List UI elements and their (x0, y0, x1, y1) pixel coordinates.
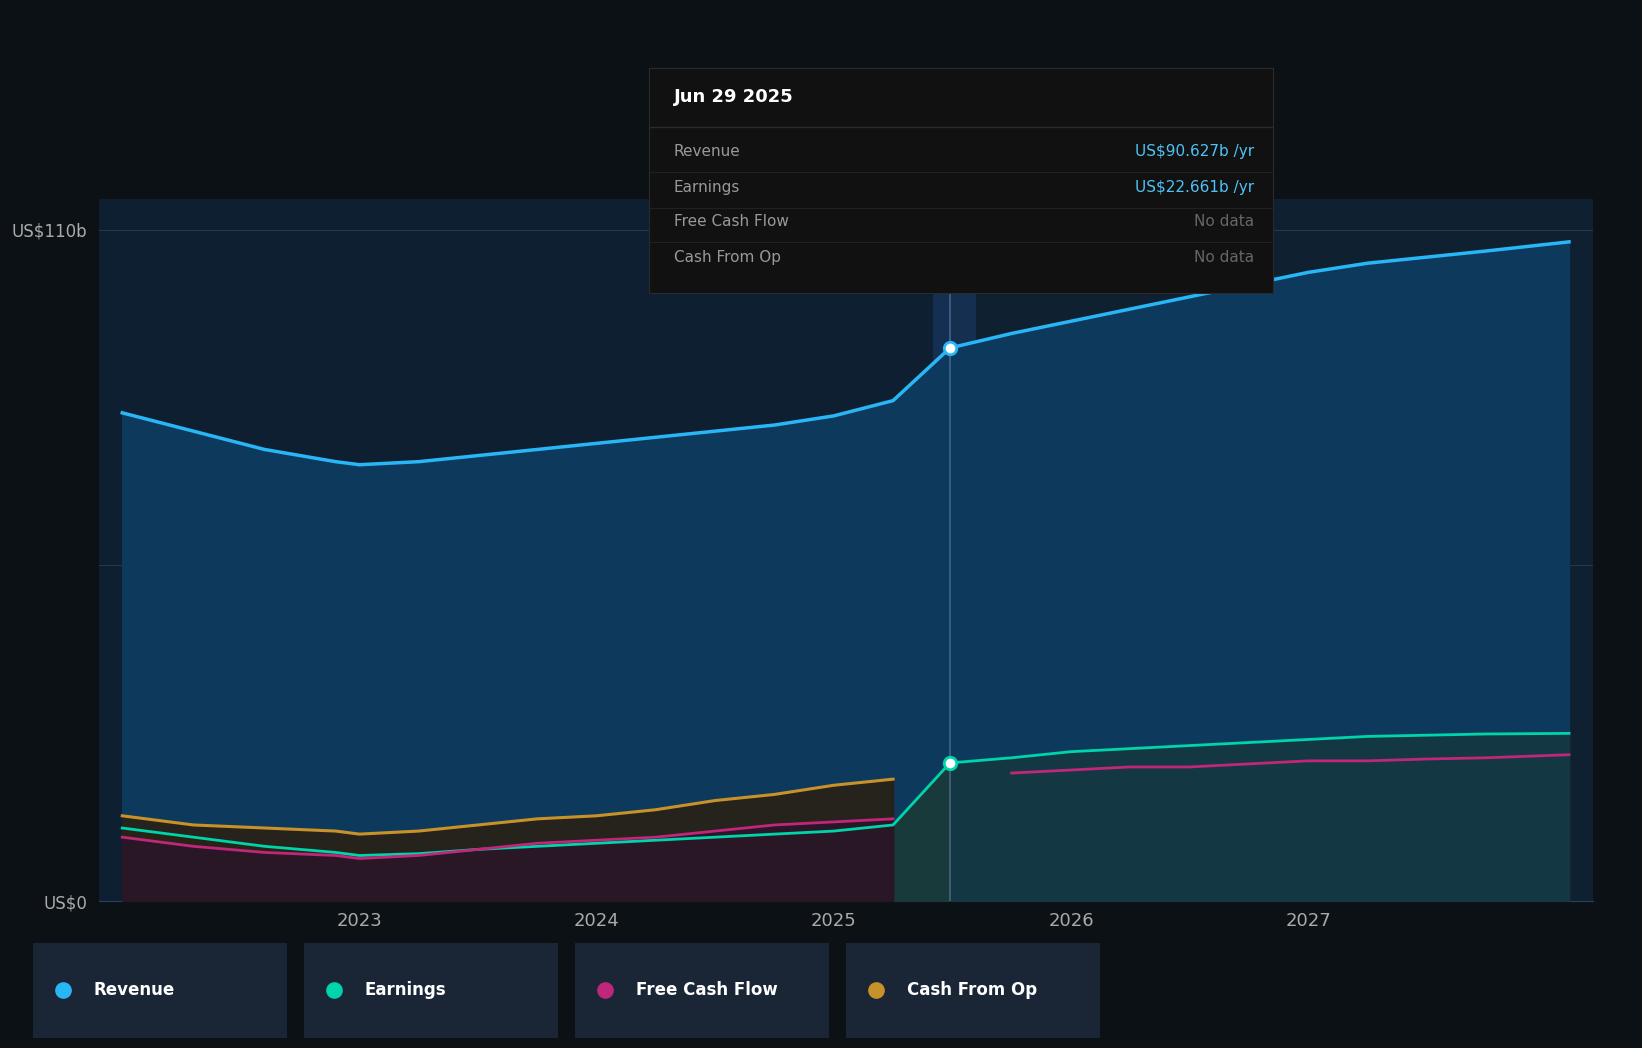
Text: Analysts Forecasts: Analysts Forecasts (964, 202, 1118, 220)
Text: Jun 29 2025: Jun 29 2025 (673, 88, 793, 107)
Text: No data: No data (1194, 249, 1254, 265)
Bar (951, 199, 1593, 901)
Text: Cash From Op: Cash From Op (906, 981, 1036, 1000)
Text: US$90.627b /yr: US$90.627b /yr (1135, 144, 1254, 159)
Bar (933, 199, 975, 901)
Text: Earnings: Earnings (673, 180, 741, 195)
Text: Cash From Op: Cash From Op (673, 249, 780, 265)
Text: Free Cash Flow: Free Cash Flow (673, 214, 788, 228)
Text: Free Cash Flow: Free Cash Flow (635, 981, 778, 1000)
Text: Past: Past (895, 202, 936, 220)
Text: Revenue: Revenue (94, 981, 176, 1000)
Text: No data: No data (1194, 214, 1254, 228)
Text: Earnings: Earnings (365, 981, 447, 1000)
Text: Revenue: Revenue (673, 144, 741, 159)
Text: US$22.661b /yr: US$22.661b /yr (1135, 180, 1254, 195)
